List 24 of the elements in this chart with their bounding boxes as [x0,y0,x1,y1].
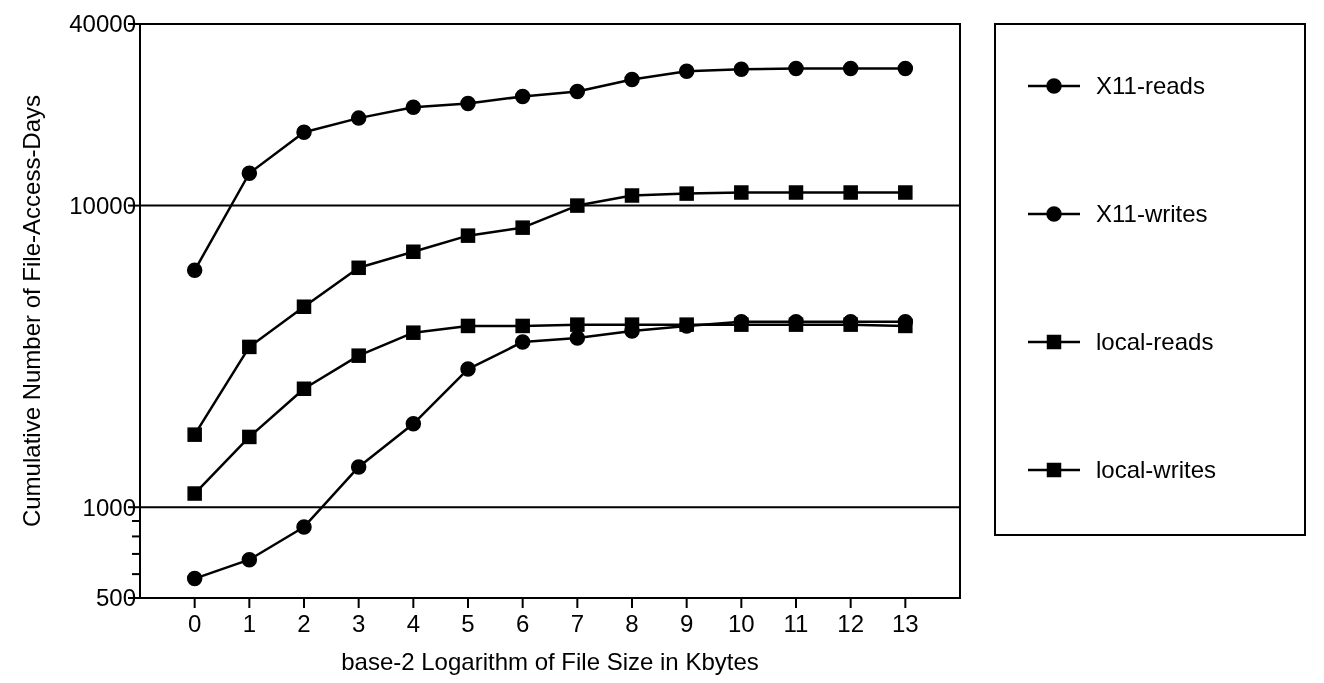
y-tick-label: 40000 [69,10,136,38]
x-tick-label: 2 [297,610,311,637]
x-tick-label: 5 [461,610,475,637]
x-tick-label: 1 [242,610,257,637]
x-tick-label: 9 [679,610,694,637]
y-tick-label: 1000 [82,493,136,521]
x-tick-label: 10 [727,610,755,637]
x-tick-label: 13 [891,610,919,637]
legend-label: X11-reads [1096,72,1205,100]
x-tick-label: 11 [783,610,809,637]
legend-label: local-writes [1096,456,1217,484]
legend-label: local-reads [1096,328,1214,356]
x-tick-label: 7 [570,610,585,637]
x-tick-label: 3 [351,610,366,637]
x-tick-label: 0 [187,610,202,637]
x-tick-label: 4 [406,610,421,637]
x-axis-title: base-2 Logarithm of File Size in Kbytes [341,648,759,675]
x-tick-label: 12 [837,610,865,637]
legend-label: X11-writes [1096,200,1208,228]
y-tick-label: 500 [95,584,136,612]
y-tick-label: 10000 [69,191,136,219]
x-tick-label: 8 [625,610,639,637]
x-tick-label: 6 [515,610,530,637]
y-axis-title: Cumulative Number of File-Access-Days [18,94,45,528]
